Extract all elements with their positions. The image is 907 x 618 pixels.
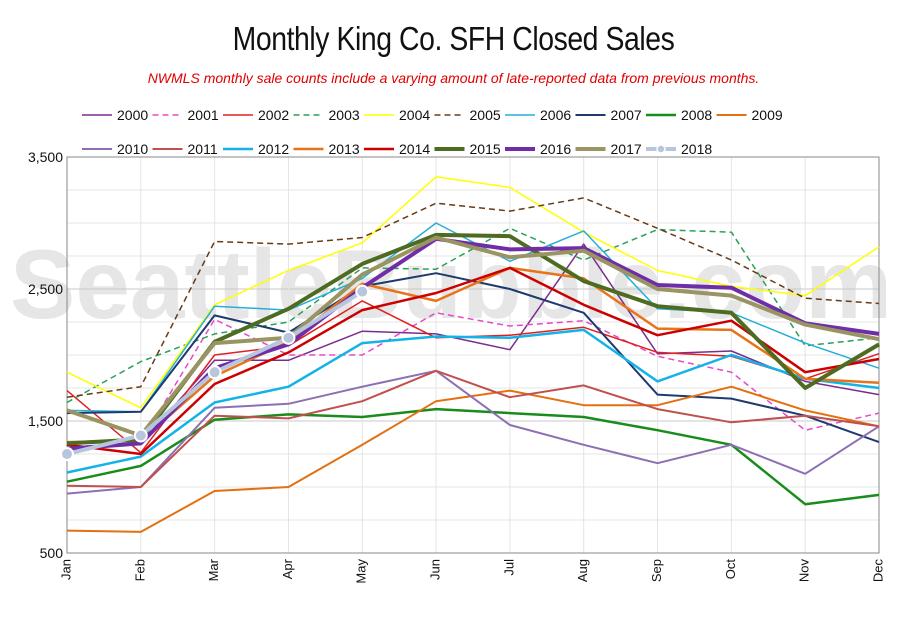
legend-label-2013: 2013 <box>329 141 360 157</box>
series-marker-2018 <box>207 365 222 380</box>
chart-subtitle: NWMLS monthly sale counts include a vary… <box>147 70 760 86</box>
x-tick-label: Feb <box>132 559 147 581</box>
series-marker-2018 <box>355 284 370 299</box>
legend-label-2004: 2004 <box>399 107 430 123</box>
legend-label-2003: 2003 <box>329 107 360 123</box>
series-marker-2018 <box>281 330 296 345</box>
x-tick-label: Apr <box>280 558 295 579</box>
series-line-2000 <box>66 243 880 449</box>
y-tick-label: 1,500 <box>28 413 63 429</box>
grid <box>66 156 880 554</box>
chart-title: Monthly King Co. SFH Closed Sales <box>232 20 675 57</box>
series-line-2009 <box>66 385 880 533</box>
legend-label-2009: 2009 <box>752 107 783 123</box>
x-tick-label: Jan <box>58 559 73 580</box>
legend-label-2001: 2001 <box>188 107 219 123</box>
legend-label-2017: 2017 <box>611 141 642 157</box>
x-tick-label: Jun <box>428 559 443 580</box>
legend-label-2010: 2010 <box>117 141 148 157</box>
x-tick-label: May <box>354 559 369 584</box>
x-tick-label: Aug <box>575 559 590 582</box>
legend-label-2007: 2007 <box>611 107 642 123</box>
series-marker-2018 <box>133 428 148 443</box>
watermark-text: SeattleBubble.com <box>10 229 892 339</box>
x-tick-label: Oct <box>723 559 738 580</box>
legend-marker-2018 <box>656 144 666 154</box>
legend: 2000 2001 2002 2003 2004 2005 2006 2007 2008 2009… <box>82 107 783 157</box>
series-line-2014 <box>66 266 880 456</box>
legend-label-2015: 2015 <box>470 141 501 157</box>
x-tick-label: Mar <box>206 558 221 581</box>
legend-label-2006: 2006 <box>540 107 571 123</box>
series-line-2008 <box>66 407 880 506</box>
series-line-2011 <box>66 369 880 488</box>
legend-label-2014: 2014 <box>399 141 430 157</box>
series-line-2012 <box>66 328 880 474</box>
series-group <box>60 176 881 533</box>
legend-label-2011: 2011 <box>188 141 218 157</box>
series-line-2013 <box>66 266 880 444</box>
series-line-2010 <box>66 369 880 495</box>
x-tick-label: Jul <box>501 559 516 576</box>
legend-label-2016: 2016 <box>540 141 571 157</box>
plot-frame <box>66 156 880 554</box>
legend-label-2008: 2008 <box>681 107 712 123</box>
x-tick-label: Nov <box>797 559 812 583</box>
series-marker-2018 <box>60 447 74 461</box>
legend-label-2018: 2018 <box>681 141 712 157</box>
series-line-2001 <box>66 312 880 449</box>
series-line-2005 <box>66 197 880 398</box>
legend-label-2005: 2005 <box>470 107 501 123</box>
legend-label-2000: 2000 <box>117 107 148 123</box>
x-tick-label: Dec <box>870 559 885 583</box>
y-tick-label: 2,500 <box>28 281 63 297</box>
series-line-2004 <box>66 176 880 409</box>
legend-label-2002: 2002 <box>258 107 289 123</box>
y-tick-label: 500 <box>40 545 64 561</box>
legend-label-2012: 2012 <box>258 141 289 157</box>
x-tick-label: Sep <box>649 559 664 582</box>
y-tick-label: 3,500 <box>28 149 63 165</box>
series-line-2017 <box>66 235 880 438</box>
axes: 500 1,500 2,500 3,500 Jan Feb Mar Apr May Jun Jul A… <box>28 149 885 584</box>
